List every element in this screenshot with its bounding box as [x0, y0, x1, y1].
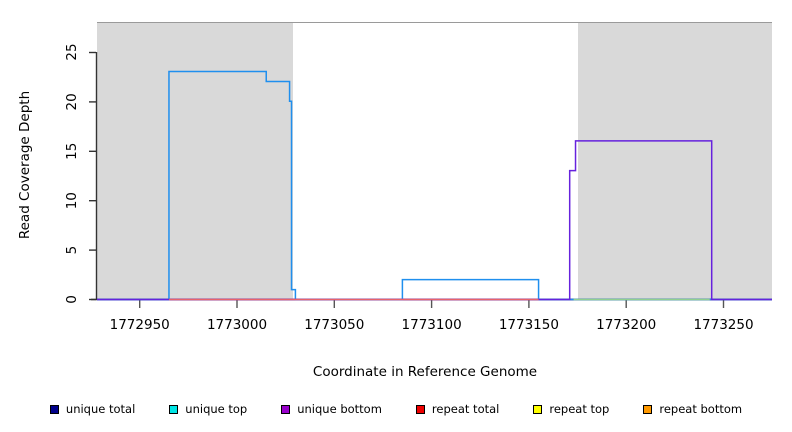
- legend-label-unique-top: unique top: [185, 402, 248, 416]
- legend-label-repeat-bottom: repeat bottom: [659, 402, 743, 416]
- shaded-region-right: [578, 22, 772, 299]
- series-layer: [97, 70, 772, 301]
- y-tick-label-10: 10: [64, 192, 80, 209]
- x-tick-label-1772950: 1772950: [110, 317, 170, 333]
- legend-label-unique-total: unique total: [65, 402, 136, 416]
- legend-swatch-unique-top: [169, 404, 179, 414]
- x-tick-label-1773250: 1773250: [693, 317, 753, 333]
- x-tick-label-1773100: 1773100: [402, 317, 462, 333]
- legend-item-unique-bottom[interactable]: unique bottom: [281, 402, 382, 416]
- x-tick-label-1773200: 1773200: [596, 317, 656, 333]
- legend-item-repeat-top[interactable]: repeat top: [533, 402, 609, 416]
- legend-swatch-repeat-bottom: [643, 404, 653, 414]
- x-axis: 1772950 1773000 1773050 1773100 1773150 …: [91, 298, 772, 380]
- shaded-regions: [97, 22, 772, 299]
- legend-swatch-unique-bottom: [281, 404, 291, 414]
- legend-swatch-repeat-top: [533, 404, 543, 414]
- y-tick-label-20: 20: [64, 93, 80, 110]
- y-axis: 25 20 15 10 5 0 Read Coverage Depth: [17, 43, 98, 304]
- x-tick-label-1773000: 1773000: [207, 317, 267, 333]
- legend-item-repeat-bottom[interactable]: repeat bottom: [643, 402, 742, 416]
- legend-swatch-unique-total: [49, 404, 59, 414]
- legend-label-unique-bottom: unique bottom: [297, 402, 382, 416]
- legend-item-unique-top[interactable]: unique top: [169, 402, 247, 416]
- y-tick-label-25: 25: [64, 43, 80, 60]
- y-tick-label-0: 0: [64, 295, 80, 304]
- series-line-unique-bottom: [97, 140, 772, 301]
- y-axis-title: Read Coverage Depth: [17, 91, 33, 239]
- y-tick-label-5: 5: [64, 246, 80, 255]
- legend-label-repeat-total: repeat total: [431, 402, 500, 416]
- y-tick-label-15: 15: [64, 143, 80, 160]
- legend-item-repeat-total[interactable]: repeat total: [415, 402, 500, 416]
- x-tick-label-1773050: 1773050: [304, 317, 364, 333]
- series-line-unique-top: [97, 70, 772, 301]
- x-tick-label-1773150: 1773150: [499, 317, 559, 333]
- x-axis-title: Coordinate in Reference Genome: [313, 364, 537, 380]
- legend-label-repeat-top: repeat top: [549, 402, 610, 416]
- legend: unique total unique top unique bottom re…: [0, 396, 792, 422]
- shaded-region-left: [97, 22, 293, 299]
- legend-swatch-repeat-total: [415, 404, 425, 414]
- legend-item-unique-total[interactable]: unique total: [49, 402, 136, 416]
